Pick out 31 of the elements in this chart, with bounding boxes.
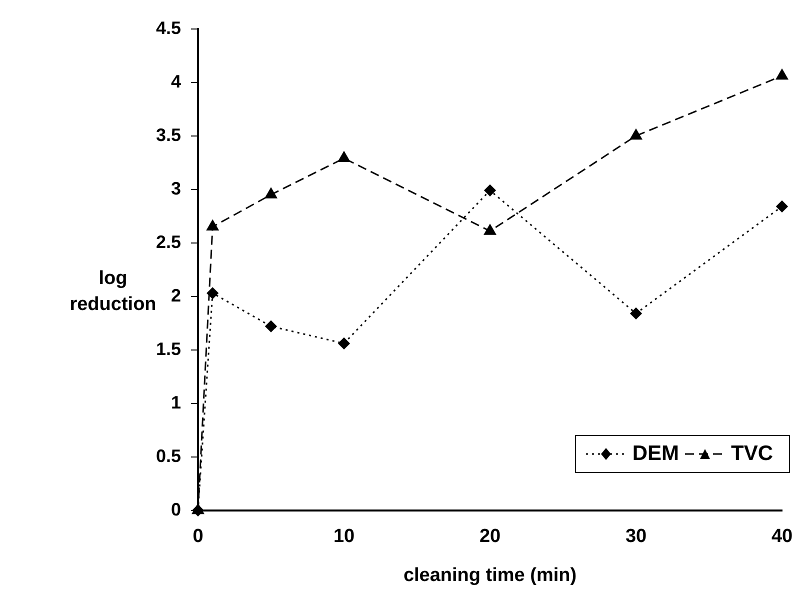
point	[206, 287, 218, 299]
point	[206, 220, 219, 231]
x-tick-label: 40	[771, 526, 793, 548]
point	[776, 69, 788, 80]
x-tick-label: 30	[625, 526, 647, 548]
point	[630, 308, 642, 320]
y-tick-label: 3.5	[156, 124, 181, 145]
y-tick-label: 4	[170, 71, 181, 92]
y-tick-label: 1.5	[156, 338, 181, 359]
point	[338, 152, 350, 162]
y-axis-title: log reduction	[68, 267, 158, 317]
point	[484, 224, 496, 235]
legend-label: TVC	[731, 442, 773, 466]
y-tick-label: 2.5	[156, 232, 181, 252]
y-tick-label: 1	[170, 392, 181, 412]
point	[265, 188, 277, 198]
point	[776, 200, 788, 212]
x-tick-label: 0	[192, 526, 204, 548]
point	[338, 338, 350, 350]
y-tick-label: 0.5	[156, 446, 181, 466]
point	[265, 320, 277, 332]
x-axis-title: cleaning time (min)	[403, 564, 577, 586]
point	[484, 184, 496, 196]
point	[630, 129, 642, 140]
y-tick-label: 3	[170, 178, 181, 198]
y-tick-label: 2	[170, 285, 181, 306]
x-tick-label: 20	[479, 526, 501, 548]
y-tick-label: 0	[170, 499, 181, 520]
y-tick-label: 4.5	[156, 18, 181, 38]
legend-label: DEM	[632, 442, 679, 466]
x-tick-label: 10	[333, 526, 355, 548]
